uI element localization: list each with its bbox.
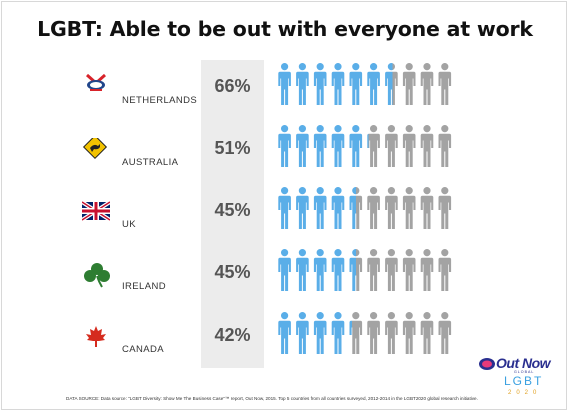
person-icon-partial bbox=[349, 249, 363, 291]
person-icon-filled bbox=[331, 187, 345, 229]
person-icon-empty bbox=[438, 63, 452, 105]
person-icon-empty bbox=[438, 312, 452, 354]
logo-brand: Out Now bbox=[496, 355, 551, 371]
person-icon-filled bbox=[349, 125, 363, 167]
percentage-column-band bbox=[201, 60, 264, 368]
pictogram-bar bbox=[278, 63, 452, 105]
category-label: CANADA bbox=[122, 344, 164, 355]
value-label: 45% bbox=[214, 200, 251, 220]
category-label: AUSTRALIA bbox=[122, 157, 179, 168]
person-icon-empty bbox=[402, 125, 416, 167]
person-icon-filled bbox=[313, 63, 327, 105]
category-label: IRELAND bbox=[122, 281, 166, 292]
person-icon-empty bbox=[420, 187, 434, 229]
logo-sub: GLOBAL bbox=[514, 370, 535, 374]
person-icon-empty bbox=[385, 249, 398, 291]
category-label: UK bbox=[122, 219, 136, 230]
person-icon-filled bbox=[313, 187, 327, 229]
person-icon-empty bbox=[367, 312, 380, 354]
person-icon-filled bbox=[296, 187, 309, 229]
person-icon-empty bbox=[402, 249, 416, 291]
person-icon-empty bbox=[438, 125, 452, 167]
person-icon-filled bbox=[278, 125, 291, 167]
person-icon-filled bbox=[313, 312, 327, 354]
person-icon-filled bbox=[331, 312, 345, 354]
person-icon-empty bbox=[420, 125, 434, 167]
person-icon-filled bbox=[331, 63, 345, 105]
person-icon-empty bbox=[402, 312, 416, 354]
canada-maple-icon bbox=[82, 325, 110, 347]
person-icon-partial bbox=[385, 63, 398, 105]
person-icon-partial bbox=[349, 187, 363, 229]
person-icon-empty bbox=[385, 312, 398, 354]
ireland-shamrock-icon bbox=[82, 262, 110, 288]
person-icon-filled bbox=[296, 125, 309, 167]
australia-sign-icon bbox=[82, 134, 110, 160]
person-icon-filled bbox=[296, 312, 309, 354]
person-icon-filled bbox=[278, 63, 291, 105]
person-icon-filled bbox=[313, 249, 327, 291]
person-icon-partial bbox=[367, 125, 380, 167]
person-icon-empty bbox=[385, 125, 398, 167]
person-icon-empty bbox=[402, 187, 416, 229]
person-icon-empty bbox=[438, 249, 452, 291]
person-icon-filled bbox=[278, 312, 291, 354]
pictogram-bar bbox=[278, 187, 452, 229]
out-now-logo: Out Now GLOBAL LGBT 2020 bbox=[478, 355, 558, 405]
person-icon-empty bbox=[367, 249, 380, 291]
chart-row: IRELAND 45% bbox=[0, 248, 570, 298]
category-label: NETHERLANDS bbox=[122, 95, 198, 106]
chart-row: NETHERLANDS 66% bbox=[0, 62, 570, 112]
person-icon-empty bbox=[402, 63, 416, 105]
person-icon-empty bbox=[385, 187, 398, 229]
logo-program: LGBT bbox=[504, 374, 544, 388]
person-icon-empty bbox=[438, 187, 452, 229]
data-source-note: DATA SOURCE: Data source: "LGBT Diversit… bbox=[66, 396, 478, 401]
person-icon-empty bbox=[420, 312, 434, 354]
person-icon-filled bbox=[296, 63, 309, 105]
person-icon-filled bbox=[331, 249, 345, 291]
chart-row: UK 45% bbox=[0, 186, 570, 236]
pictogram-bar bbox=[278, 249, 452, 291]
person-icon-empty bbox=[420, 249, 434, 291]
person-icon-partial bbox=[349, 312, 363, 354]
chart-row: AUSTRALIA 51% bbox=[0, 124, 570, 174]
person-icon-filled bbox=[331, 125, 345, 167]
pictogram-bar bbox=[278, 125, 452, 167]
value-label: 51% bbox=[214, 138, 251, 158]
chart-title: LGBT: Able to be out with everyone at wo… bbox=[37, 17, 533, 41]
value-label: 45% bbox=[214, 262, 251, 282]
person-icon-empty bbox=[367, 187, 380, 229]
person-icon-filled bbox=[367, 63, 380, 105]
person-icon-filled bbox=[313, 125, 327, 167]
logo-year: 2020 bbox=[508, 390, 542, 396]
netherlands-flag-icon bbox=[82, 72, 110, 94]
person-icon-empty bbox=[420, 63, 434, 105]
person-icon-filled bbox=[278, 187, 291, 229]
pictogram-bar bbox=[278, 312, 452, 354]
person-icon-filled bbox=[349, 63, 363, 105]
person-icon-filled bbox=[296, 249, 309, 291]
uk-flag-icon bbox=[80, 200, 112, 222]
person-icon-filled bbox=[278, 249, 291, 291]
value-label: 66% bbox=[214, 76, 251, 96]
chart-row: CANADA 42% bbox=[0, 311, 570, 361]
logo-chat-icon bbox=[479, 358, 495, 370]
value-label: 42% bbox=[214, 325, 251, 345]
